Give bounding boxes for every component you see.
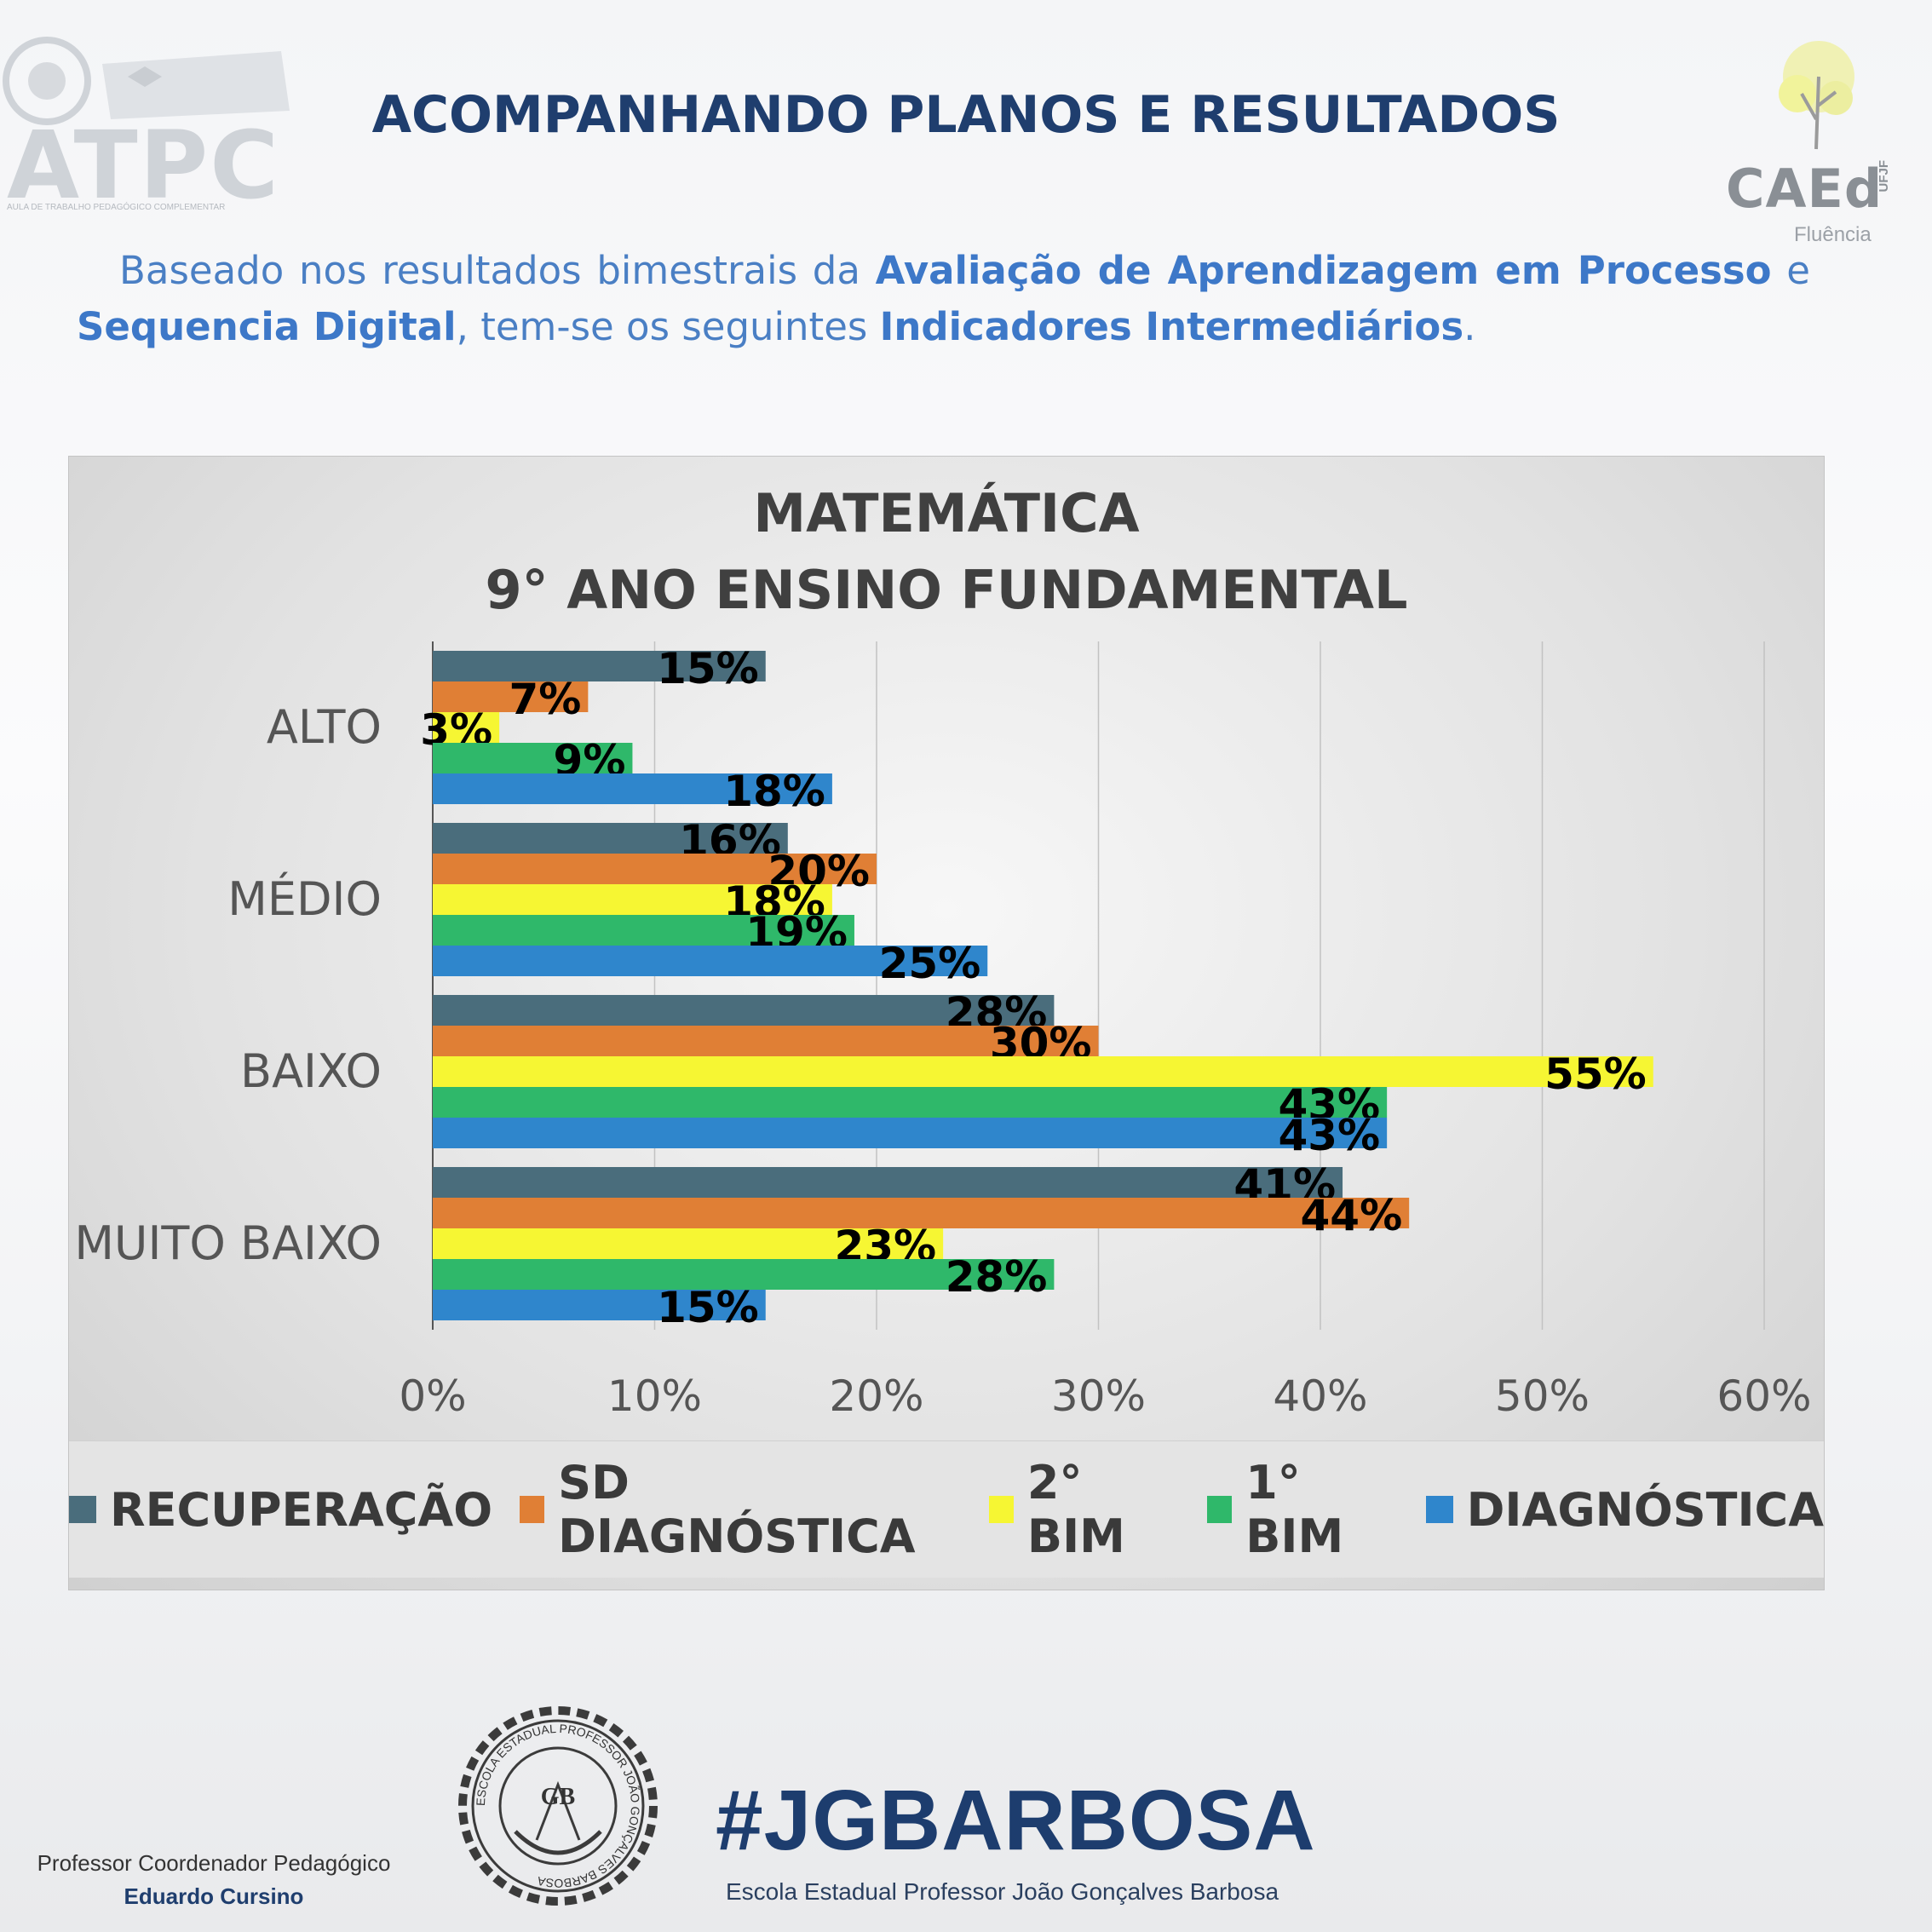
intro-bold-3: Indicadores Intermediários bbox=[879, 304, 1464, 349]
coordinator-credit: Professor Coordenador Pedagógico Eduardo… bbox=[31, 1850, 397, 1910]
data-label: 44% bbox=[1301, 1191, 1403, 1240]
legend-item: RECUPERAÇÃO bbox=[69, 1483, 492, 1537]
atpc-logo-subtitle: AULA DE TRABALHO PEDAGÓGICO COMPLEMENTAR bbox=[7, 203, 226, 212]
legend-item: DIAGNÓSTICA bbox=[1425, 1482, 1824, 1537]
intro-bold-2: Sequencia Digital bbox=[77, 304, 457, 349]
data-label: 43% bbox=[1278, 1111, 1380, 1160]
school-seal-monogram: GB bbox=[541, 1784, 575, 1810]
legend-swatch bbox=[520, 1496, 545, 1523]
category-label: BAIXO bbox=[240, 1044, 382, 1098]
data-label: 18% bbox=[723, 767, 825, 816]
bar bbox=[433, 1228, 944, 1259]
data-label: 25% bbox=[879, 939, 981, 988]
legend-item: 2° BIM bbox=[988, 1456, 1180, 1563]
bar bbox=[433, 995, 1055, 1026]
x-tick-label: 30% bbox=[1051, 1371, 1146, 1421]
tree-icon bbox=[1779, 41, 1854, 150]
legend-label: SD DIAGNÓSTICA bbox=[558, 1456, 916, 1563]
bar bbox=[433, 1259, 1055, 1290]
bar bbox=[433, 1087, 1388, 1118]
bar bbox=[433, 743, 633, 773]
bar bbox=[433, 681, 589, 712]
bar bbox=[433, 1198, 1410, 1228]
bar bbox=[433, 773, 832, 804]
bar-chart: 0% 10% 20% 30% 40% 50% 60%ALTO15%7%3%9%18%MÉDI… bbox=[74, 641, 1812, 1421]
x-tick-label: 10% bbox=[607, 1371, 702, 1421]
bar bbox=[433, 1290, 766, 1320]
caed-logo-subtitle: Fluência bbox=[1794, 223, 1872, 246]
chart-legend: RECUPERAÇÃO SD DIAGNÓSTICA 2° BIM 1° BIM DIA… bbox=[69, 1440, 1824, 1578]
legend-item: 1° BIM bbox=[1207, 1456, 1398, 1563]
x-tick-label: 50% bbox=[1495, 1371, 1590, 1421]
data-label: 15% bbox=[657, 644, 759, 693]
bar bbox=[433, 1167, 1343, 1198]
legend-swatch bbox=[988, 1496, 1014, 1523]
legend-label: 1° BIM bbox=[1245, 1456, 1344, 1563]
x-tick-label: 40% bbox=[1273, 1371, 1367, 1421]
legend-swatch bbox=[1425, 1496, 1453, 1523]
intro-text-3: , tem-se os seguintes bbox=[456, 304, 880, 349]
caed-logo: CAEd UFJF Fluência bbox=[1721, 26, 1908, 246]
atpc-logo-letters: ATPC bbox=[7, 111, 280, 220]
intro-bold-1: Avaliação de Aprendizagem em Processo bbox=[875, 248, 1772, 293]
caed-logo-name: CAEd bbox=[1726, 158, 1883, 220]
category-label: MUITO BAIXO bbox=[74, 1216, 382, 1270]
school-seal-graphic: ESCOLA ESTADUAL PROFESSOR JOÃO GONÇALVES… bbox=[458, 1706, 658, 1906]
legend-swatch bbox=[1207, 1496, 1233, 1523]
bar bbox=[433, 823, 788, 854]
legend-swatch bbox=[69, 1496, 96, 1523]
legend-label: RECUPERAÇÃO bbox=[110, 1482, 493, 1537]
page-title: ACOMPANHANDO PLANOS E RESULTADOS bbox=[371, 85, 1561, 145]
intro-text-1: Baseado nos resultados bimestrais da bbox=[119, 248, 876, 293]
hashtag: #JGBARBOSA bbox=[716, 1773, 1316, 1868]
legend-label: 2° BIM bbox=[1026, 1456, 1125, 1563]
bar bbox=[433, 712, 500, 743]
chart-container: MATEMÁTICA 9° ANO ENSINO FUNDAMENTAL 0% 1… bbox=[68, 456, 1825, 1590]
atpc-logo: ATPC AULA DE TRABALHO PEDAGÓGICO COMPLEM… bbox=[0, 17, 307, 220]
x-tick-label: 0% bbox=[399, 1371, 466, 1421]
category-label: ALTO bbox=[267, 700, 382, 754]
chart-subtitle: 9° ANO ENSINO FUNDAMENTAL bbox=[485, 559, 1408, 621]
bar bbox=[433, 884, 832, 915]
category-label: MÉDIO bbox=[227, 872, 382, 926]
chart-title: MATEMÁTICA bbox=[753, 482, 1140, 544]
school-seal: ESCOLA ESTADUAL PROFESSOR JOÃO GONÇALVES… bbox=[456, 1704, 660, 1908]
x-tick-label: 20% bbox=[829, 1371, 923, 1421]
data-label: 55% bbox=[1544, 1049, 1647, 1099]
bar bbox=[433, 946, 988, 976]
intro-text-2: e bbox=[1771, 248, 1810, 293]
legend-item: SD DIAGNÓSTICA bbox=[520, 1456, 962, 1563]
bar bbox=[433, 915, 854, 946]
bar bbox=[433, 1118, 1388, 1148]
atpc-logo-graphic bbox=[3, 37, 290, 125]
bar bbox=[433, 1056, 1653, 1087]
legend-label: DIAGNÓSTICA bbox=[1466, 1482, 1824, 1537]
x-tick-label: 60% bbox=[1716, 1371, 1811, 1421]
intro-text-4: . bbox=[1463, 304, 1476, 349]
bar bbox=[433, 651, 766, 681]
coordinator-role: Professor Coordenador Pedagógico bbox=[37, 1850, 391, 1876]
data-label: 7% bbox=[509, 675, 581, 724]
coordinator-name: Eduardo Cursino bbox=[124, 1883, 304, 1909]
data-label: 15% bbox=[657, 1283, 759, 1332]
school-name: Escola Estadual Professor João Gonçalves… bbox=[726, 1878, 1279, 1905]
data-label: 28% bbox=[946, 1252, 1048, 1302]
intro-paragraph: Baseado nos resultados bimestrais da Ava… bbox=[77, 243, 1810, 355]
bar bbox=[433, 1026, 1099, 1056]
caed-logo-tag: UFJF bbox=[1877, 160, 1891, 193]
bar bbox=[433, 854, 877, 884]
